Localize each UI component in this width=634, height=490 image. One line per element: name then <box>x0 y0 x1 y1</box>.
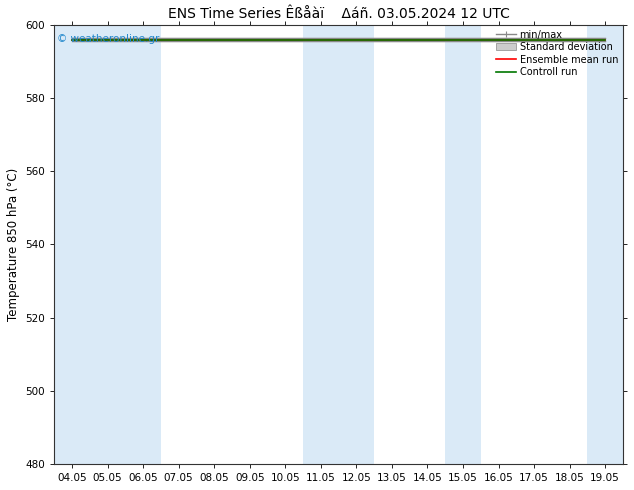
Bar <box>587 25 623 464</box>
Bar <box>445 25 481 464</box>
Bar <box>126 25 161 464</box>
Bar <box>55 25 90 464</box>
Y-axis label: Temperature 850 hPa (°C): Temperature 850 hPa (°C) <box>7 168 20 321</box>
Bar <box>90 25 126 464</box>
Bar <box>303 25 339 464</box>
Bar <box>339 25 374 464</box>
Text: © weatheronline.gr: © weatheronline.gr <box>57 34 160 44</box>
Legend: min/max, Standard deviation, Ensemble mean run, Controll run: min/max, Standard deviation, Ensemble me… <box>495 28 620 79</box>
Title: ENS Time Series Êßåàï    Δáñ. 03.05.2024 12 UTC: ENS Time Series Êßåàï Δáñ. 03.05.2024 12… <box>167 7 510 21</box>
